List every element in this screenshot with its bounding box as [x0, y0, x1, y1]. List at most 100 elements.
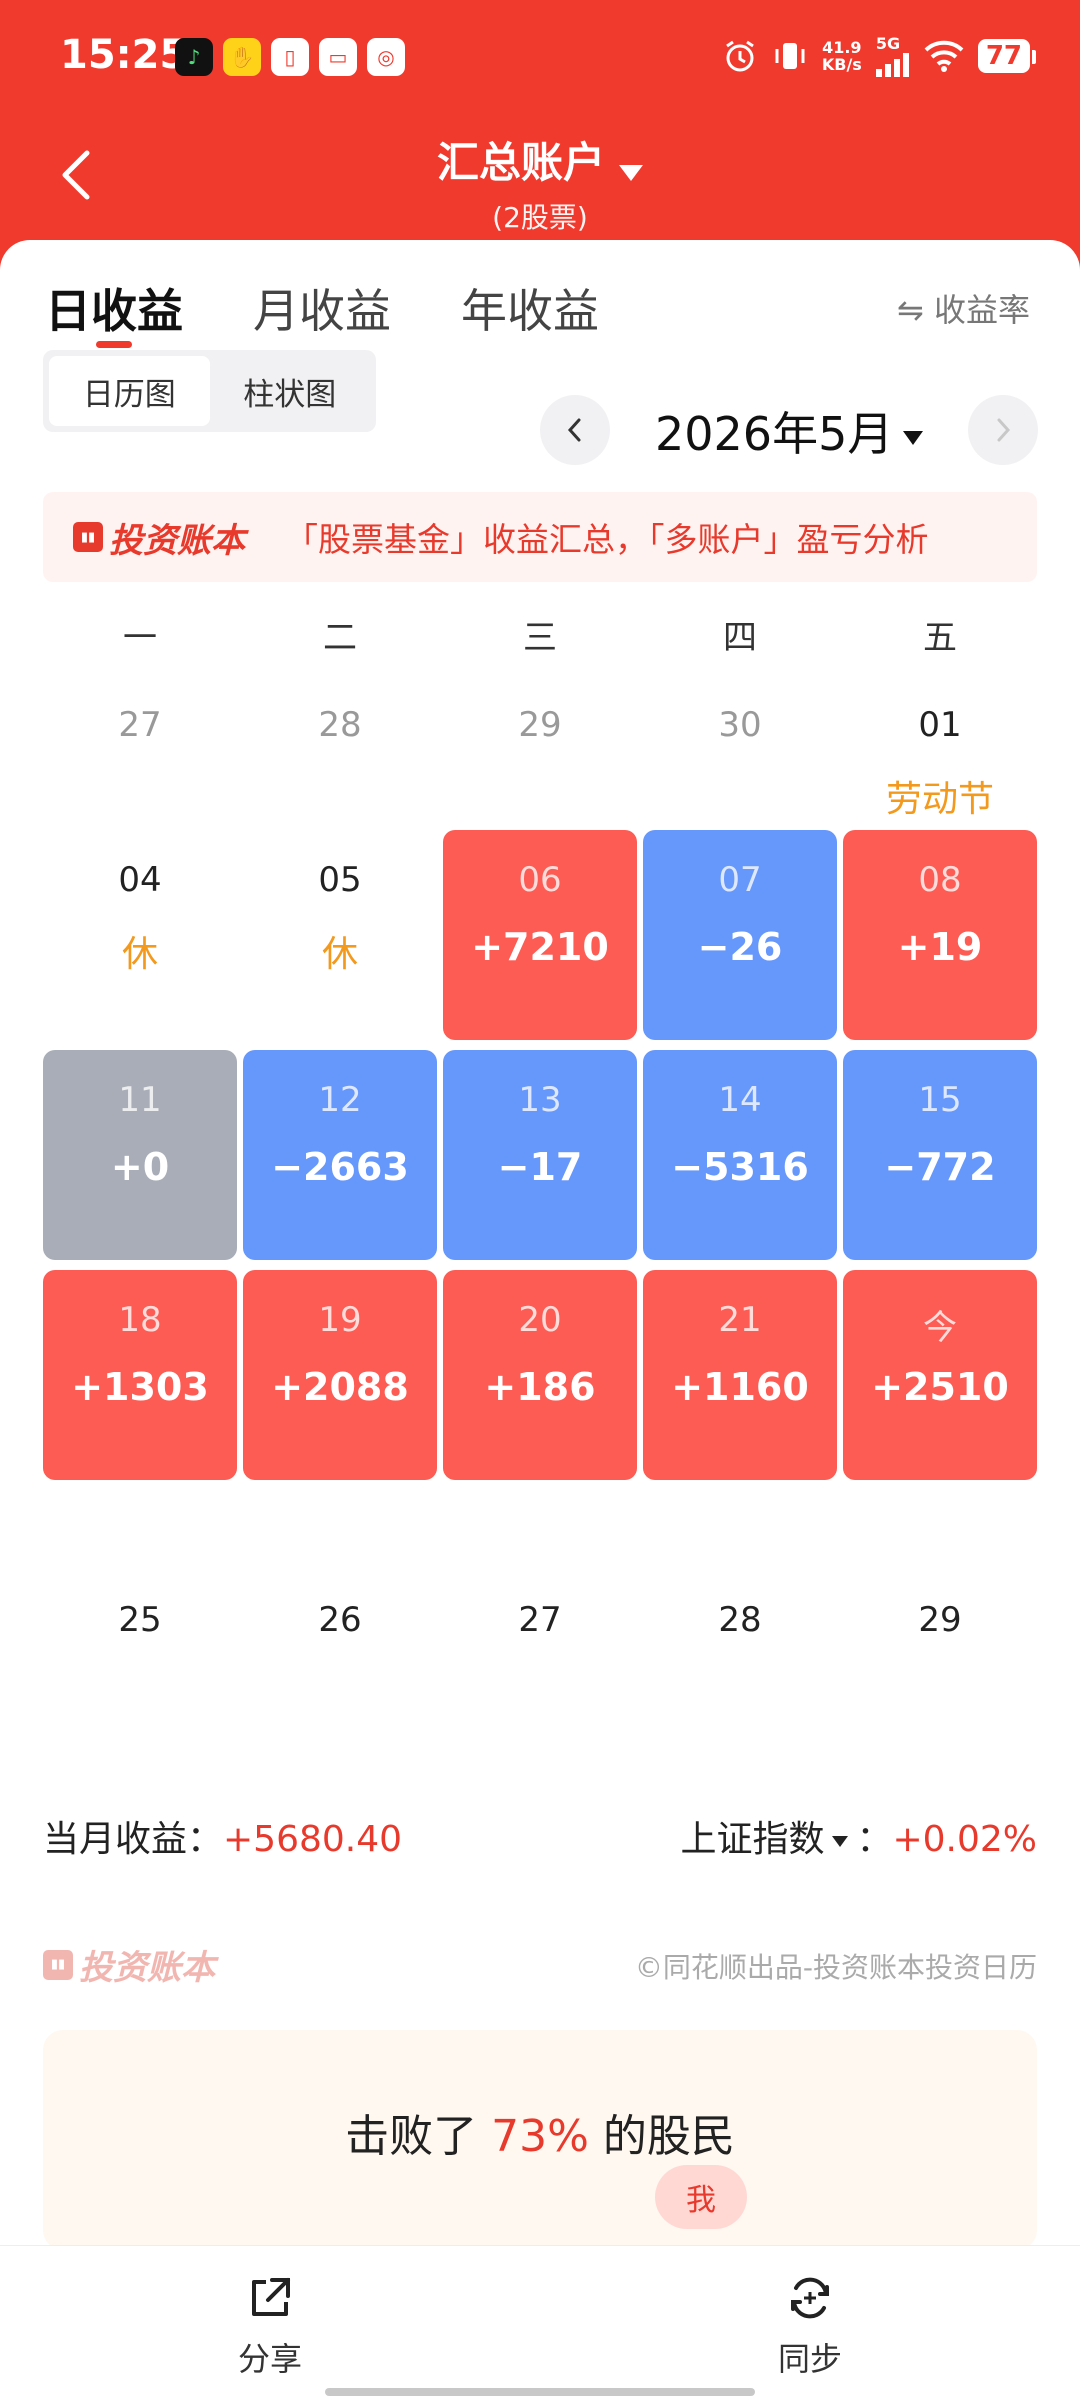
day-profit: −772: [884, 1145, 996, 1189]
banner-logo: ▮▮ 投资账本: [73, 513, 245, 562]
day-number: 14: [718, 1080, 762, 1120]
status-indicators: 41.9 KB/s 5G 77: [722, 34, 1037, 77]
index-caret-icon[interactable]: [832, 1835, 849, 1847]
ranking-text: 击败了 73% 的股民: [345, 2111, 735, 2162]
day-number: 27: [518, 1600, 562, 1640]
calendar-day: 27: [443, 1580, 637, 1710]
sync-button[interactable]: 同步: [750, 2274, 870, 2380]
view-bar[interactable]: 柱状图: [243, 376, 337, 413]
day-profit: +2510: [871, 1365, 1009, 1409]
day-number: 30: [718, 705, 762, 745]
calendar-day[interactable]: 21 +1160: [643, 1270, 837, 1480]
index-value: +0.02%: [892, 1819, 1037, 1860]
calendar-day: 28: [643, 1580, 837, 1710]
bank-app-icon: ◎: [367, 38, 405, 76]
day-number: 21: [718, 1300, 762, 1340]
battery-icon: 77: [977, 38, 1037, 73]
page-title[interactable]: 汇总账户: [436, 138, 605, 187]
calendar-day: 28: [243, 685, 437, 815]
calendar-day[interactable]: 15 −772: [843, 1050, 1037, 1260]
account-selector[interactable]: 汇总账户 (2股票): [0, 129, 1080, 236]
promo-banner[interactable]: ▮▮ 投资账本 「股票基金」收益汇总，「多账户」盈亏分析: [43, 492, 1037, 582]
weekday-header: 一 二 三 四 五: [43, 610, 1037, 659]
weekday-label: 二: [323, 618, 357, 658]
back-arrow-icon[interactable]: [55, 145, 95, 205]
calendar-day: 25: [43, 1580, 237, 1710]
calendar-day[interactable]: 14 −5316: [643, 1050, 837, 1260]
day-number: 19: [318, 1300, 362, 1340]
group-app-icon: ▯: [271, 38, 309, 76]
day-profit: +186: [484, 1365, 596, 1409]
tab-monthly[interactable]: 月收益: [253, 284, 391, 338]
day-number: 15: [918, 1080, 962, 1120]
day-number: 11: [118, 1080, 162, 1120]
share-button[interactable]: 分享: [210, 2274, 330, 2380]
prev-month-button[interactable]: [540, 395, 610, 465]
calendar-day[interactable]: 19 +2088: [243, 1270, 437, 1480]
weekday-label: 五: [923, 618, 957, 658]
sync-icon: [791, 2277, 829, 2319]
day-number: 28: [718, 1600, 762, 1640]
day-profit: +19: [897, 925, 983, 969]
calendar-day[interactable]: 07 −26: [643, 830, 837, 1040]
notification-icons: ♪ ✋ ▯ ▭ ◎: [175, 38, 405, 76]
month-label[interactable]: 2026年5月: [655, 407, 894, 461]
calendar-day: 26: [243, 1580, 437, 1710]
share-label[interactable]: 分享: [237, 2340, 302, 2378]
tab-yearly[interactable]: 年收益: [461, 284, 599, 338]
sync-label[interactable]: 同步: [777, 2340, 842, 2378]
day-number: 25: [118, 1600, 162, 1640]
calendar-day[interactable]: 12 −2663: [243, 1050, 437, 1260]
home-indicator[interactable]: [325, 2388, 755, 2396]
day-number: 今: [923, 1308, 957, 1348]
holiday-note: 劳动节: [885, 779, 994, 820]
view-calendar[interactable]: 日历图: [49, 356, 210, 426]
calendar-day[interactable]: 20 +186: [443, 1270, 637, 1480]
month-selector[interactable]: 2026年5月: [655, 398, 924, 464]
banner-text: 「股票基金」收益汇总，「多账户」盈亏分析: [285, 520, 929, 559]
rate-toggle[interactable]: ⇋ 收益率: [897, 291, 1030, 329]
month-caret-icon[interactable]: [903, 430, 924, 445]
calendar-day[interactable]: 18 +1303: [43, 1270, 237, 1480]
footer-credit: ©同花顺出品-投资账本投资日历: [634, 1951, 1037, 1984]
day-number: 06: [518, 860, 562, 900]
calendar-day: 29: [843, 1580, 1037, 1710]
day-profit: −26: [697, 925, 783, 969]
day-number: 18: [118, 1300, 162, 1340]
status-time: 15:25: [60, 32, 188, 78]
calendar-day[interactable]: 13 −17: [443, 1050, 637, 1260]
weekday-label: 三: [523, 618, 557, 658]
calendar-day[interactable]: 今 +2510: [843, 1270, 1037, 1480]
alarm-icon: [726, 40, 754, 71]
tab-daily[interactable]: 日收益: [45, 275, 183, 348]
calendar-day: 27: [43, 685, 237, 815]
day-profit: −5316: [671, 1145, 809, 1189]
dropdown-caret-icon[interactable]: [619, 164, 643, 181]
day-number: 08: [918, 860, 962, 900]
calendar-day[interactable]: 11 +0: [43, 1050, 237, 1260]
day-number: 13: [518, 1080, 562, 1120]
day-number: 01: [918, 705, 962, 745]
day-number: 07: [718, 860, 762, 900]
day-number: 12: [318, 1080, 362, 1120]
view-switch: 日历图 柱状图: [43, 350, 376, 432]
month-profit-value: +5680.40: [223, 1819, 403, 1860]
wifi-icon: [924, 40, 964, 72]
next-month-button[interactable]: [968, 395, 1038, 465]
day-number: 28: [318, 705, 362, 745]
app-header: 汇总账户 (2股票): [0, 115, 1080, 240]
index-compare[interactable]: 上证指数 ：+0.02%: [680, 1819, 1037, 1860]
day-profit: +0: [110, 1145, 170, 1189]
day-number: 04: [118, 860, 162, 900]
day-profit: +1303: [71, 1365, 209, 1409]
calendar-day[interactable]: 06 +7210: [443, 830, 637, 1040]
net-speed: 41.9 KB/s: [821, 37, 862, 74]
footer-logo: ▮▮ 投资账本: [43, 1940, 215, 1989]
ledger-logo-icon: ▮▮: [73, 522, 103, 552]
day-profit: +2088: [271, 1365, 409, 1409]
calendar-day[interactable]: 08 +19: [843, 830, 1037, 1040]
calendar-day: 05 休: [243, 830, 437, 1040]
day-profit: −17: [497, 1145, 583, 1189]
calendar-day: 30: [643, 685, 837, 815]
bottom-bar: 分享 同步: [0, 2245, 1080, 2400]
